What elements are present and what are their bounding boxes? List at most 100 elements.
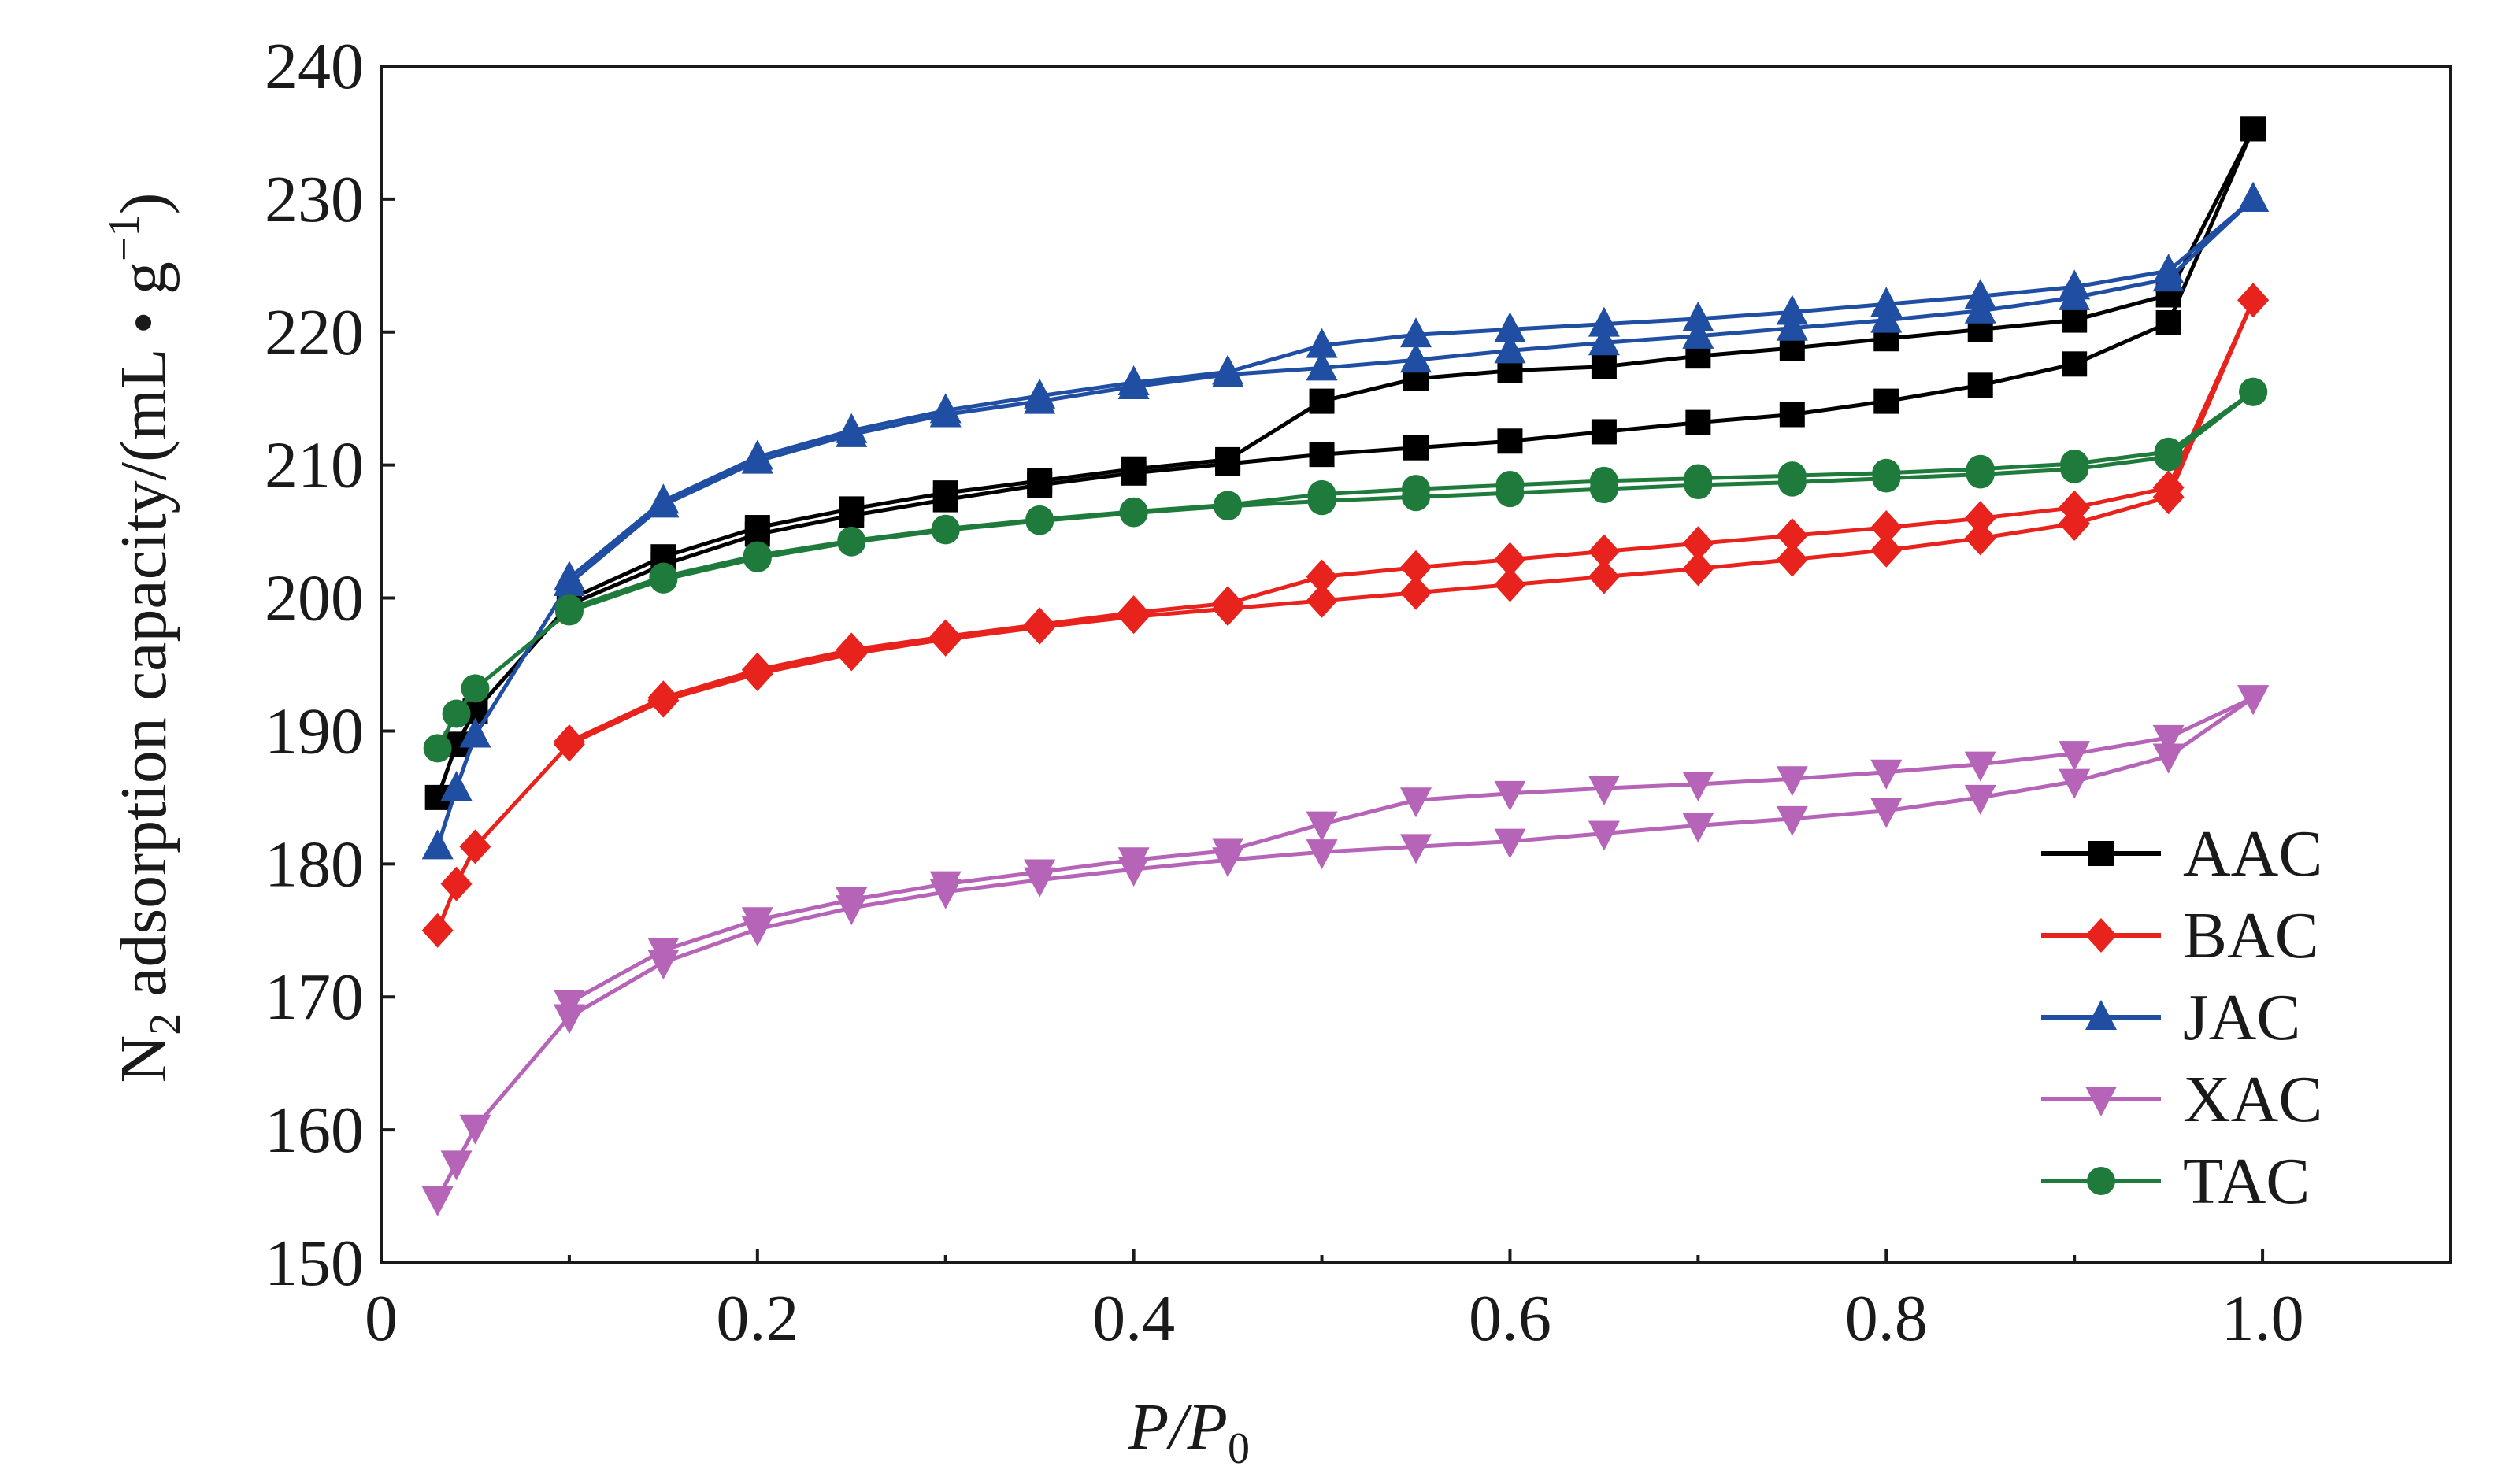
y-tick-label: 210 [265, 429, 364, 502]
marker-triangle-down [2085, 1087, 2117, 1116]
marker-square [2062, 351, 2088, 377]
marker-triangle-up [2085, 1000, 2117, 1030]
y-tick-label: 190 [265, 694, 364, 768]
tac-adsorption-line [435, 390, 2255, 750]
marker-circle [837, 526, 866, 555]
marker-triangle-down [553, 989, 585, 1020]
marker-square [2155, 309, 2181, 335]
legend-label: XAC [2183, 1063, 2322, 1136]
marker-diamond [1494, 567, 1526, 602]
marker-diamond [1682, 526, 1714, 561]
series-layer [421, 116, 2270, 1216]
marker-triangle-down [1024, 859, 1056, 890]
plot-frame [380, 65, 2452, 1264]
marker-circle [2060, 449, 2089, 478]
marker-triangle-up [1306, 350, 1338, 381]
marker-square [1967, 372, 1993, 398]
marker-diamond [1870, 510, 1903, 546]
marker-square [1779, 402, 1805, 428]
marker-triangle-down [1306, 811, 1338, 842]
marker-triangle-down [2059, 768, 2091, 799]
marker-diamond [836, 632, 868, 668]
aac-adsorption-line [435, 128, 2255, 798]
marker-diamond [1682, 551, 1714, 587]
marker-square [1309, 442, 1335, 468]
marker-triangle-up [1117, 365, 1150, 395]
marker-triangle-up [553, 561, 585, 591]
y-tick-label: 230 [265, 163, 364, 236]
marker-circle [1214, 491, 1243, 520]
marker-diamond [1776, 542, 1808, 577]
marker-square [1685, 409, 1711, 435]
marker-triangle-up [1400, 317, 1432, 348]
marker-square [1403, 435, 1429, 461]
marker-triangle-down [1400, 834, 1432, 864]
marker-diamond [459, 829, 491, 864]
marker-circle [931, 514, 960, 543]
x-axis-title-subscript: 0 [1228, 1424, 1250, 1466]
marker-triangle-down [929, 871, 962, 901]
marker-diamond [1494, 542, 1526, 577]
y-tick-label: 240 [265, 30, 364, 103]
marker-triangle-down [1588, 820, 1620, 851]
y-tick-label: 200 [265, 562, 364, 635]
marker-diamond [1306, 559, 1338, 594]
marker-triangle-down [1870, 759, 1903, 790]
marker-circle [423, 734, 452, 763]
marker-diamond [1776, 518, 1808, 553]
jac-adsorption-line [435, 198, 2255, 848]
marker-square [2088, 841, 2114, 866]
marker-square [1121, 456, 1147, 482]
y-axis-title-suffix: ) [107, 193, 180, 215]
legend-entry-xac: XAC [2041, 1063, 2322, 1136]
marker-diamond [1117, 595, 1150, 631]
marker-square [744, 515, 770, 541]
marker-triangle-up [1494, 312, 1526, 342]
marker-triangle-down [2059, 741, 2091, 772]
marker-circle [2087, 1167, 2115, 1195]
series-jac [421, 181, 2270, 860]
marker-triangle-down [1494, 828, 1526, 859]
marker-triangle-down [459, 1114, 491, 1145]
marker-triangle-down [836, 887, 868, 917]
marker-diamond [1024, 607, 1056, 642]
marker-triangle-up [421, 829, 454, 860]
legend-label: AAC [2183, 817, 2322, 890]
marker-diamond [647, 680, 680, 716]
y-axis-title-superscript: −1 [100, 215, 149, 262]
marker-triangle-up [1870, 287, 1903, 317]
x-tick-label: 0.4 [1092, 1282, 1175, 1355]
x-tick-label: 1.0 [2222, 1282, 2304, 1355]
marker-triangle-down [1682, 772, 1714, 801]
marker-circle [461, 674, 490, 703]
bac-adsorption-line [435, 299, 2255, 931]
marker-triangle-down [1400, 787, 1432, 818]
marker-triangle-up [1588, 306, 1620, 337]
marker-square [1497, 428, 1523, 454]
marker-diamond [1870, 532, 1903, 568]
y-axis-title-subscript: 2 [141, 1013, 190, 1035]
marker-circle [743, 541, 772, 570]
marker-diamond [741, 652, 773, 687]
marker-triangle-up [1682, 301, 1714, 331]
marker-triangle-down [1776, 766, 1808, 797]
legend-entry-aac: AAC [2041, 817, 2322, 890]
marker-square [2240, 116, 2266, 142]
legend-entry-bac: BAC [2041, 899, 2319, 972]
marker-triangle-up [2152, 254, 2185, 284]
y-tick-label: 150 [265, 1227, 364, 1300]
marker-triangle-up [741, 439, 773, 470]
marker-diamond [1400, 550, 1432, 585]
marker-square [839, 496, 865, 522]
series-bac [421, 283, 2270, 948]
marker-triangle-down [2152, 743, 2185, 774]
marker-circle [1966, 454, 1995, 483]
marker-square [1215, 446, 1241, 472]
marker-circle [1777, 461, 1807, 491]
marker-triangle-up [1400, 342, 1432, 373]
series-xac [421, 685, 2270, 1216]
marker-square [1027, 468, 1053, 494]
marker-circle [1119, 497, 1148, 526]
legend-label: BAC [2183, 899, 2319, 972]
marker-triangle-up [1682, 318, 1714, 349]
